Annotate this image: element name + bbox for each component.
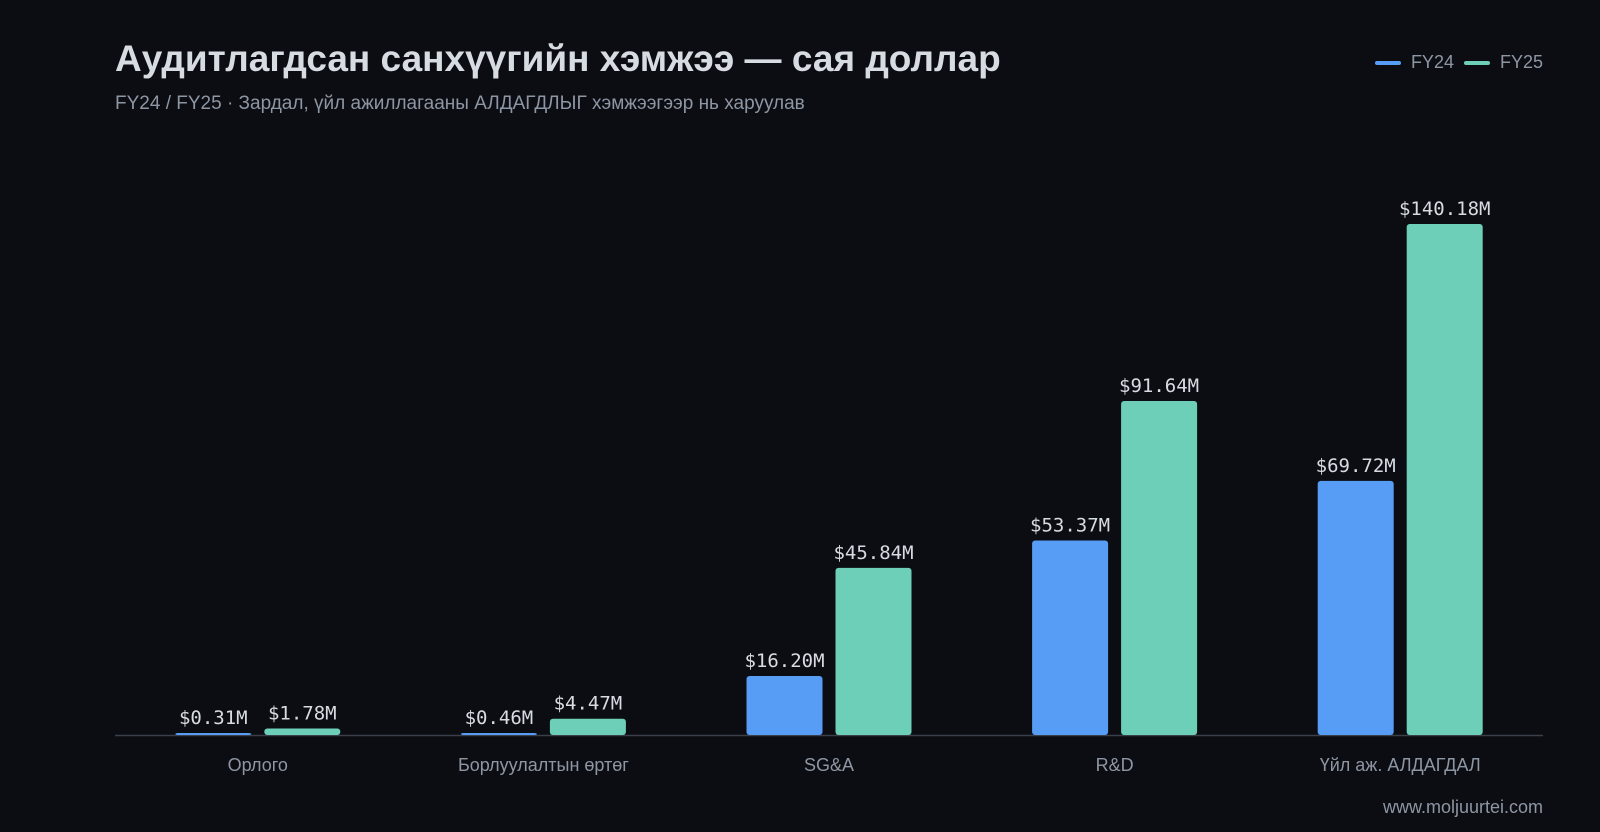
data-label-fy25-3: $91.64M xyxy=(1119,375,1199,397)
x-tick-label-0: Орлого xyxy=(228,755,288,775)
legend-item-fy25: FY25 xyxy=(1463,52,1543,73)
data-label-fy25-0: $1.78M xyxy=(268,703,337,725)
x-tick-label-3: R&D xyxy=(1096,755,1134,775)
x-tick-label-1: Борлуулалтын өртөг xyxy=(458,755,629,775)
data-label-fy25-4: $140.18M xyxy=(1399,198,1491,220)
bar-fy24-0 xyxy=(175,733,252,735)
bar-fy25-2 xyxy=(835,567,912,735)
legend-item-fy24: FY24 xyxy=(1374,52,1454,73)
chart-title: Аудитлагдсан санхүүгийн хэмжээ — сая дол… xyxy=(115,38,1001,79)
bar-fy25-4 xyxy=(1406,224,1483,735)
watermark: www.moljuurtei.com xyxy=(1382,797,1543,817)
data-label-fy24-1: $0.46M xyxy=(465,707,534,729)
bar-fy24-3 xyxy=(1032,540,1109,735)
legend-swatch-fy25 xyxy=(1463,60,1490,65)
legend-label-fy24: FY24 xyxy=(1410,52,1454,72)
bar-fy25-0 xyxy=(264,728,341,735)
bar-fy24-2 xyxy=(746,675,823,735)
data-label-fy24-4: $69.72M xyxy=(1316,455,1396,477)
bar-fy24-1 xyxy=(460,733,537,735)
bar-fy25-3 xyxy=(1121,400,1198,735)
bar-fy24-4 xyxy=(1317,480,1394,735)
chart-subtitle: FY24 / FY25 · Зардал, үйл ажиллагааны АЛ… xyxy=(115,93,805,114)
x-tick-label-2: SG&A xyxy=(804,755,854,775)
legend-swatch-fy24 xyxy=(1374,60,1401,65)
data-label-fy24-0: $0.31M xyxy=(179,707,248,729)
legend: FY24 FY25 xyxy=(1374,52,1543,73)
data-label-fy25-1: $4.47M xyxy=(554,693,623,715)
bar-fy25-1 xyxy=(549,718,626,735)
data-label-fy24-2: $16.20M xyxy=(744,650,824,672)
legend-label-fy25: FY25 xyxy=(1499,52,1543,72)
data-label-fy24-3: $53.37M xyxy=(1030,514,1110,536)
data-label-fy25-2: $45.84M xyxy=(833,542,913,564)
x-tick-label-4: Үйл аж. АЛДАГДАЛ xyxy=(1320,755,1481,775)
